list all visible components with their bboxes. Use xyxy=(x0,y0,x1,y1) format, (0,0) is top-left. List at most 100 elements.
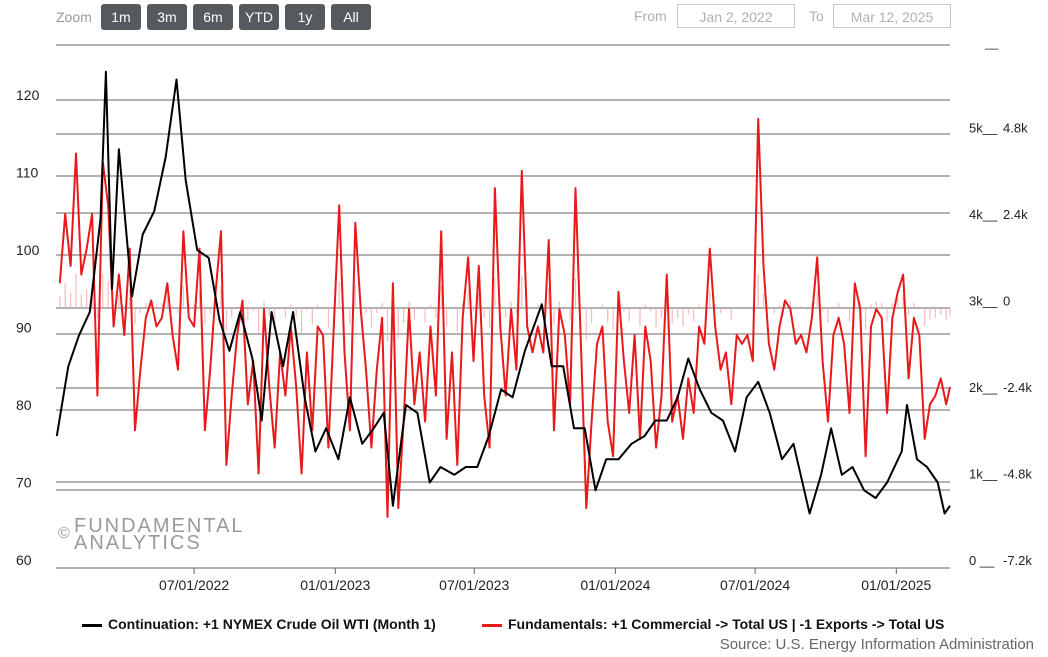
zoom-1y-button[interactable]: 1y xyxy=(285,4,325,30)
histogram-bar xyxy=(193,304,195,308)
histogram-bar xyxy=(838,303,840,308)
histogram-bar xyxy=(75,274,77,308)
histogram-bar xyxy=(70,293,72,308)
x-tick-label: 07/01/2024 xyxy=(720,577,790,593)
x-tick-label: 01/01/2024 xyxy=(580,577,650,593)
right-tick-label-delta: -4.8k xyxy=(1003,467,1032,482)
left-tick-label: 90 xyxy=(16,320,32,336)
histogram-bar xyxy=(290,304,292,308)
histogram-bar xyxy=(435,308,437,318)
left-tick-label: 60 xyxy=(16,552,32,568)
histogram-bar xyxy=(558,301,560,308)
histogram-bar xyxy=(413,308,415,320)
histogram-bar xyxy=(789,301,791,308)
zoom-1m-button[interactable]: 1m xyxy=(101,4,141,30)
histogram-bar xyxy=(553,308,555,325)
histogram-bar xyxy=(569,308,571,320)
legend-item-continuation[interactable]: Continuation: +1 NYMEX Crude Oil WTI (Mo… xyxy=(82,616,436,632)
histogram-bar xyxy=(349,308,351,325)
right-tick-label-units: 3k__ xyxy=(969,294,998,309)
histogram-bar xyxy=(628,308,630,322)
histogram-bar xyxy=(274,308,276,328)
histogram-bar xyxy=(714,304,716,308)
series-lines xyxy=(55,70,951,518)
from-label: From xyxy=(634,8,667,24)
x-tick-label: 07/01/2022 xyxy=(159,577,229,593)
histogram-bar xyxy=(934,308,936,318)
from-date-input[interactable]: Jan 2, 2022 xyxy=(677,4,795,28)
histogram-bar xyxy=(897,298,899,308)
histogram-bar xyxy=(327,308,329,328)
histogram-bar xyxy=(96,308,98,318)
histogram-bar xyxy=(268,308,270,317)
zoom-6m-button[interactable]: 6m xyxy=(193,4,233,30)
zoom-3m-button[interactable]: 3m xyxy=(147,4,187,30)
histogram-bar xyxy=(730,308,732,320)
x-tick-label: 01/01/2023 xyxy=(300,577,370,593)
left-tick-label: 70 xyxy=(16,475,32,491)
to-date-input[interactable]: Mar 12, 2025 xyxy=(833,4,951,28)
histogram-bar xyxy=(515,308,517,313)
histogram-bar xyxy=(467,291,469,308)
histogram-bar xyxy=(601,304,603,308)
left-tick-label: 100 xyxy=(16,242,40,258)
histogram-bar xyxy=(494,278,496,308)
histogram-bar xyxy=(376,308,378,313)
histogram-bar xyxy=(870,304,872,308)
histogram-bar xyxy=(623,308,625,312)
histogram-bar xyxy=(805,308,808,310)
histogram-bar xyxy=(848,308,851,322)
histogram-bar xyxy=(472,308,475,312)
histogram-bar xyxy=(166,296,168,308)
histogram-bar xyxy=(102,274,104,308)
histogram-bar xyxy=(129,289,131,308)
histogram-bar xyxy=(155,304,158,308)
histogram-bar xyxy=(875,301,877,308)
histogram-bar xyxy=(945,308,947,320)
x-axis: 07/01/2022 01/01/2023 07/01/2023 01/01/2024… xyxy=(159,568,932,593)
histogram-bar xyxy=(365,308,367,313)
histogram-bar xyxy=(139,308,141,313)
histogram-bar xyxy=(123,306,125,308)
zoom-all-button[interactable]: All xyxy=(331,4,371,30)
histogram-bar xyxy=(236,306,238,308)
histogram-bar xyxy=(397,308,399,340)
histogram-bar xyxy=(918,306,920,308)
histogram-bar xyxy=(736,306,738,308)
histogram-bar xyxy=(311,308,313,325)
histogram-bar xyxy=(564,306,566,308)
histogram-bar xyxy=(451,308,453,310)
histogram-bar xyxy=(182,286,184,308)
histogram-bar xyxy=(709,289,711,308)
left-tick-label: 80 xyxy=(16,397,32,413)
histogram-bar xyxy=(655,308,657,328)
right-tick-mark: __ xyxy=(984,36,999,50)
histogram-bar xyxy=(698,304,700,308)
histogram-bar xyxy=(591,308,593,323)
histogram-bar xyxy=(440,286,442,308)
histogram-bar xyxy=(779,304,781,308)
right-tick-label-units: 0 __ xyxy=(969,553,995,568)
histogram-bar xyxy=(295,308,297,317)
histogram-bar xyxy=(247,308,249,320)
source-credit: Source: U.S. Energy Information Administ… xyxy=(719,636,1034,653)
legend-label-continuation: Continuation: +1 NYMEX Crude Oil WTI (Mo… xyxy=(108,616,436,632)
histogram-bar xyxy=(822,308,824,312)
legend-item-fundamentals[interactable]: Fundamentals: +1 Commercial -> Total US … xyxy=(482,616,944,632)
zoom-ytd-button[interactable]: YTD xyxy=(239,4,279,30)
histogram-bar xyxy=(118,294,120,308)
histogram-bar xyxy=(720,308,722,313)
right-tick-label-units: 5k__ xyxy=(969,121,998,136)
histogram-bar xyxy=(827,308,829,323)
histogram-bar xyxy=(725,308,727,310)
legend-swatch-red xyxy=(482,623,502,627)
histogram-bar xyxy=(225,308,227,332)
histogram-bar xyxy=(865,308,867,330)
left-tick-label: 120 xyxy=(16,87,40,103)
histogram-bar xyxy=(145,303,147,308)
histogram-bar xyxy=(908,308,910,315)
histogram-bar xyxy=(757,274,759,308)
histogram-bar xyxy=(891,303,893,308)
histogram-bar xyxy=(483,308,485,318)
histogram-bar xyxy=(800,306,802,308)
